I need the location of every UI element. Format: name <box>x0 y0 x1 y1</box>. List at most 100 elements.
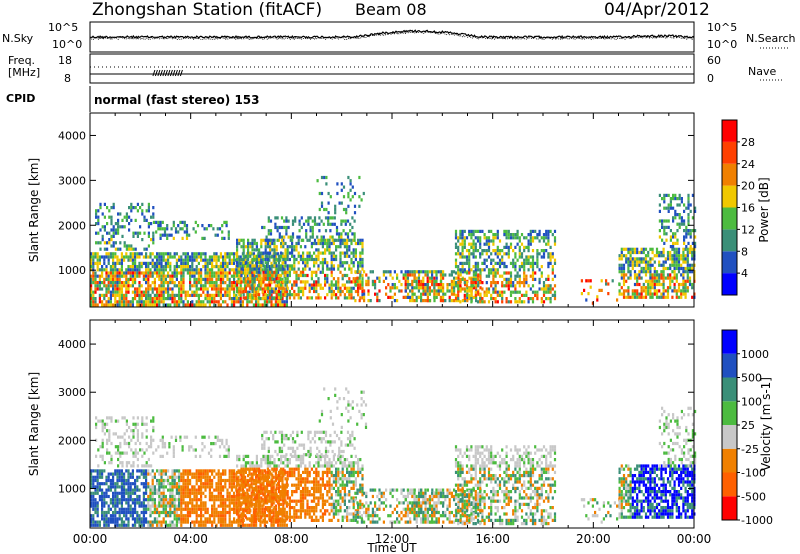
power-cell <box>464 270 467 274</box>
power-cell <box>318 191 321 196</box>
velocity-cell <box>134 501 137 505</box>
power-cell <box>189 293 192 297</box>
velocity-cell <box>230 475 233 479</box>
power-cell <box>424 299 427 303</box>
power-cell <box>496 229 499 233</box>
velocity-cell <box>175 504 178 508</box>
power-cell <box>531 277 535 281</box>
power-cell <box>206 287 209 291</box>
power-cell <box>164 265 167 269</box>
power-cell <box>406 286 409 290</box>
velocity-cell <box>90 498 93 502</box>
power-cell <box>108 241 111 245</box>
power-cell <box>319 251 322 255</box>
power-cell <box>106 222 109 226</box>
power-cell <box>346 296 349 300</box>
power-cell <box>474 268 477 272</box>
power-cell <box>305 229 308 233</box>
power-cell <box>103 268 106 272</box>
power-cell <box>684 257 687 261</box>
power-cell <box>542 287 546 291</box>
power-cell <box>337 289 340 294</box>
power-cell <box>309 216 312 220</box>
power-cell <box>236 283 239 287</box>
power-cell <box>221 230 224 234</box>
power-cell <box>330 293 333 297</box>
power-cell <box>666 250 670 255</box>
velocity-cell <box>237 523 240 527</box>
velocity-cell <box>147 498 150 502</box>
power-cell <box>92 303 95 307</box>
velocity-cell <box>191 472 194 476</box>
power-cell <box>267 219 270 223</box>
velocity-cell <box>169 498 172 502</box>
power-cell <box>520 242 524 246</box>
power-cell <box>490 252 493 256</box>
power-cell <box>107 261 110 265</box>
velocity-cell <box>200 482 203 486</box>
power-cell <box>345 207 348 212</box>
power-cell <box>118 271 121 275</box>
velocity-cell <box>213 488 216 492</box>
power-cell <box>503 290 506 294</box>
power-cell <box>230 261 233 265</box>
velocity-cell <box>103 504 106 508</box>
power-cell <box>293 257 296 262</box>
power-cell <box>90 290 93 294</box>
velocity-cell <box>142 510 145 515</box>
power-cell <box>116 287 119 291</box>
power-cell <box>647 263 650 267</box>
velocity-cell <box>169 482 172 486</box>
power-cell <box>450 289 453 293</box>
power-cell <box>627 263 630 267</box>
power-cell <box>463 293 466 297</box>
power-cell <box>332 264 335 268</box>
velocity-cell <box>200 507 203 511</box>
power-cell <box>147 261 150 265</box>
power-cell <box>321 245 324 249</box>
power-cell <box>665 193 668 197</box>
power-cell <box>302 238 305 242</box>
power-cell <box>318 229 321 233</box>
velocity-cell <box>112 491 115 495</box>
power-cell <box>240 270 243 274</box>
power-cell <box>487 239 491 243</box>
power-cell <box>538 281 541 285</box>
power-cell <box>92 255 95 259</box>
power-cell <box>422 283 425 287</box>
power-cell <box>642 266 645 271</box>
power-cell <box>653 279 656 283</box>
power-cell <box>655 295 659 299</box>
power-cell <box>266 261 269 265</box>
power-cell <box>273 245 276 249</box>
power-cell <box>620 273 623 277</box>
power-cell <box>184 255 187 259</box>
power-cell <box>286 267 289 271</box>
velocity-cell <box>99 445 102 449</box>
power-cell <box>284 257 287 262</box>
power-cell <box>665 232 668 236</box>
velocity-cell <box>156 523 159 527</box>
power-cell <box>468 261 471 265</box>
velocity-cell <box>118 507 121 511</box>
power-cell <box>153 268 156 272</box>
power-cell <box>101 293 104 297</box>
power-cell <box>149 303 152 307</box>
power-cell <box>114 265 117 269</box>
power-cell <box>683 229 686 233</box>
power-cell <box>150 238 153 242</box>
power-cell <box>160 265 163 269</box>
power-cell <box>448 283 451 287</box>
power-cell <box>547 297 550 301</box>
power-cell <box>233 277 236 281</box>
velocity-cell <box>153 488 156 492</box>
velocity-cell <box>222 517 225 521</box>
power-cell <box>123 225 126 229</box>
velocity-cell <box>138 501 141 505</box>
power-cell <box>518 265 521 269</box>
power-cell <box>162 290 165 294</box>
velocity-cell <box>186 491 189 495</box>
power-cell <box>275 289 278 294</box>
power-cell <box>673 282 676 287</box>
velocity-cell <box>191 475 194 479</box>
